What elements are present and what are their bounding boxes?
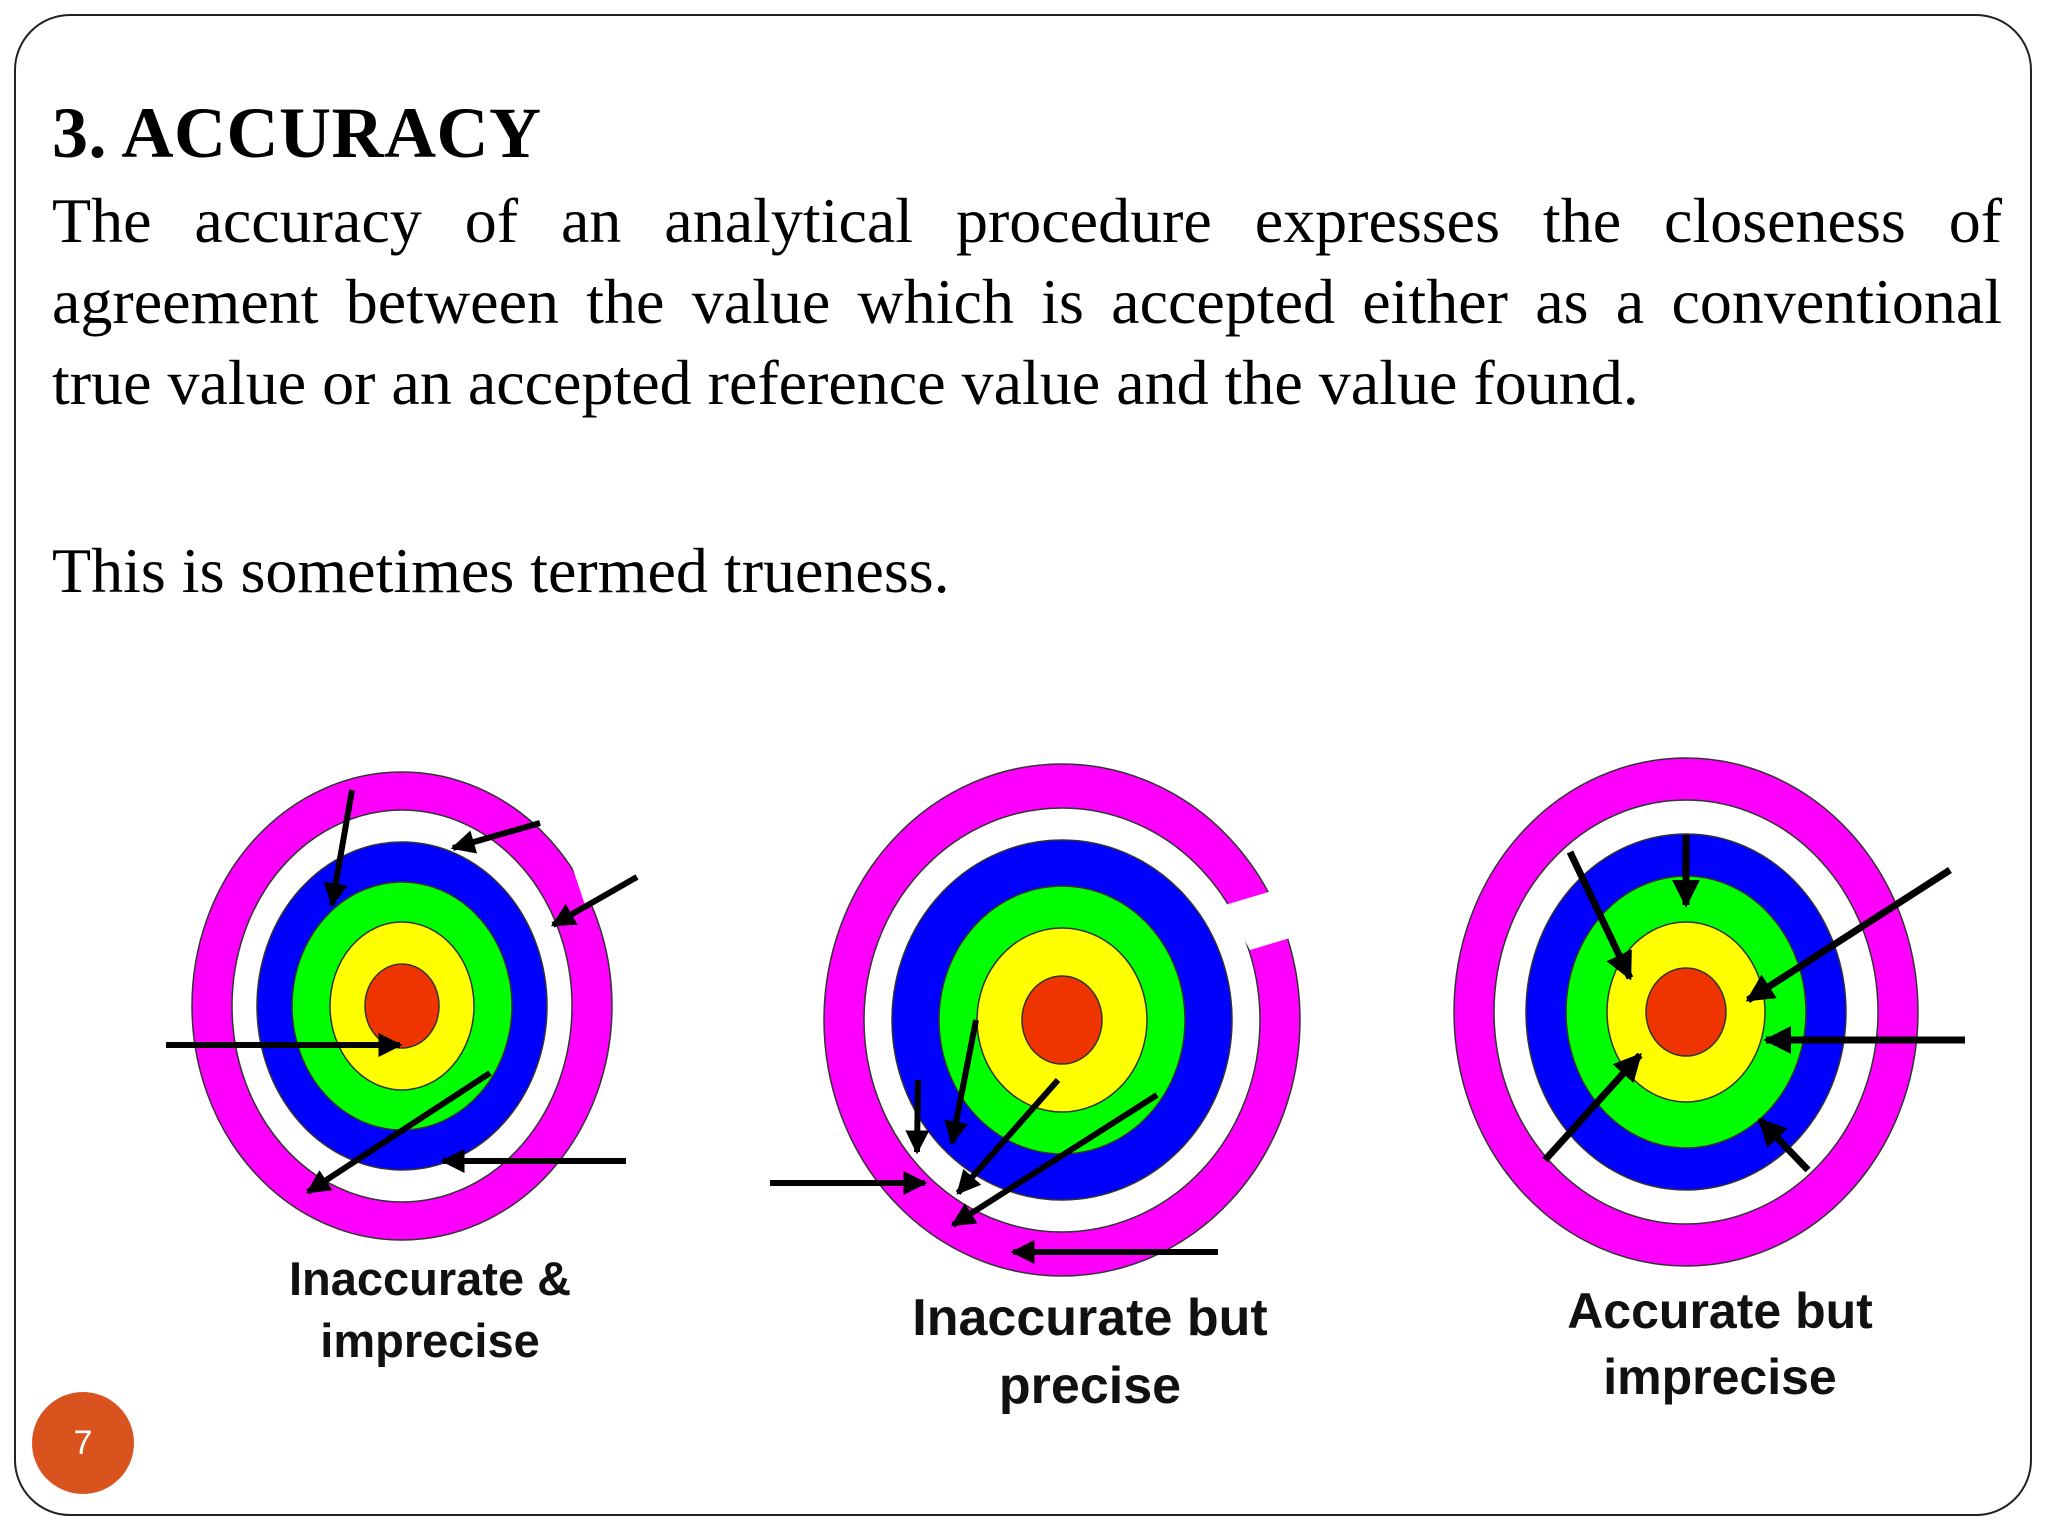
slide-heading: 3. ACCURACY xyxy=(52,93,542,173)
target-2-arrow xyxy=(950,1092,1159,1228)
target-2-ring-gap xyxy=(1225,890,1300,950)
target-3-arrow xyxy=(1542,1052,1643,1163)
target-1-arrow xyxy=(323,789,355,908)
caption-accurate-imprecise: Accurate but imprecise xyxy=(1567,1283,1873,1405)
target-2-arrow xyxy=(905,1079,930,1155)
target-3-arrow xyxy=(1566,850,1634,981)
definition-paragraph: The accuracy of an analytical procedure … xyxy=(52,185,2002,418)
target-1-arrow xyxy=(305,1070,492,1195)
target-3-arrow xyxy=(1757,1117,1811,1173)
page-number-badge: 7 xyxy=(32,1392,134,1494)
target-1-ring-gap xyxy=(550,790,620,905)
target-3-arrow xyxy=(1745,867,1952,1003)
target-inaccurate-imprecise xyxy=(166,771,639,1241)
target-2-arrow xyxy=(944,1019,979,1146)
target-inaccurate-precise xyxy=(770,763,1301,1277)
caption-inaccurate-imprecise: Inaccurate & imprecise xyxy=(288,1252,572,1367)
target-2-bullseye xyxy=(1021,975,1103,1065)
target-accurate-imprecise xyxy=(1453,757,1965,1267)
caption-inaccurate-precise: Inaccurate but precise xyxy=(912,1289,1268,1415)
trueness-note: This is sometimes termed trueness. xyxy=(52,535,950,606)
target-1-arrow xyxy=(550,874,639,928)
target-2-arrow xyxy=(955,1078,1061,1195)
target-1-arrow xyxy=(450,820,541,854)
target-1-bullseye xyxy=(364,963,440,1049)
target-3-bullseye xyxy=(1645,967,1727,1057)
